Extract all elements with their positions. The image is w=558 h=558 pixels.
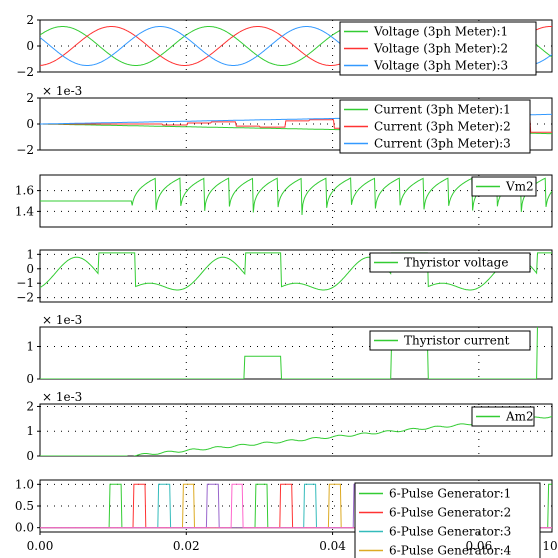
legend-box (369, 330, 531, 351)
y-tick-label: −1 (16, 276, 34, 290)
series-group (40, 177, 552, 216)
legend-label: Voltage (3ph Meter):1 (373, 25, 508, 39)
scope-panel-7: 1.00.50.06-Pulse Generator:16-Pulse Gene… (15, 477, 558, 558)
legend: Current (3ph Meter):1 Current (3ph Meter)… (339, 99, 531, 154)
series-line-1 (40, 252, 552, 291)
series-line-1 (40, 177, 552, 216)
scope-panel-6: 2 1 0 × 1e-3 Am2 (26, 390, 553, 463)
y-tick-label: 1.6 (15, 184, 34, 198)
legend-label: Current (3ph Meter):2 (374, 120, 511, 134)
y-tick-label: 2 (26, 13, 34, 27)
y-tick-label: 2 (26, 91, 34, 105)
y-tick-label: 1.0 (15, 477, 34, 491)
legend-label: Thyristor voltage (404, 256, 508, 270)
x-tick-label: 0.06 (465, 539, 492, 553)
legend-box (339, 99, 531, 154)
y-tick-label: −2 (16, 291, 34, 305)
y-tick-label: 1 (26, 340, 34, 354)
y-tick-label: 0.5 (15, 499, 34, 513)
scope-panel-5: 1 0 × 1e-3 Thyristor current (26, 313, 553, 386)
legend-box (471, 176, 537, 197)
legend-label: 6-Pulse Generator:4 (389, 544, 512, 558)
legend-label: Current (3ph Meter):1 (374, 103, 511, 117)
legend: 6-Pulse Generator:1 6-Pulse Generator:2 6-… (354, 482, 541, 558)
y-tick-label: 0 (26, 449, 34, 463)
legend-box (339, 21, 537, 76)
plot-frame (39, 249, 553, 303)
scope-panel-3: 1.6 1.4 Vm2 (15, 174, 553, 228)
legend: Voltage (3ph Meter):1 Voltage (3ph Meter)… (339, 21, 537, 76)
plot-frame (39, 403, 553, 457)
y-scale-label: × 1e-3 (42, 313, 82, 327)
series-group (40, 252, 552, 291)
legend-box (354, 482, 541, 558)
legend-label: 6-Pulse Generator:1 (389, 487, 511, 501)
series-group (40, 415, 552, 456)
x-tick-label: 0.04 (319, 539, 346, 553)
legend-label: 6-Pulse Generator:2 (389, 506, 511, 520)
x-tick-label: 0.00 (27, 539, 54, 553)
legend-label: Current (3ph Meter):3 (374, 137, 511, 151)
y-tick-label: 2 (26, 399, 34, 413)
y-scale-label: × 1e-3 (42, 84, 82, 98)
legend-label: Am2 (505, 410, 534, 424)
x-tick-label-cut: 10 (542, 539, 557, 553)
legend-label: 6-Pulse Generator:3 (389, 525, 511, 539)
y-tick-label: 1 (26, 424, 34, 438)
x-tick-label: 0.02 (173, 539, 200, 553)
y-tick-label: 0 (26, 262, 34, 276)
legend-label: Voltage (3ph Meter):2 (373, 42, 508, 56)
legend-box (369, 252, 531, 273)
y-tick-label: −2 (16, 65, 34, 79)
y-tick-label: 0 (26, 39, 34, 53)
y-tick-label: 0 (26, 372, 34, 386)
legend: Thyristor current (369, 330, 531, 351)
legend-label: Vm2 (505, 180, 534, 194)
y-tick-label: 0 (26, 117, 34, 131)
y-tick-label: −2 (16, 143, 34, 157)
scope-panel-4: 10−1−2 Thyristor voltage (16, 247, 553, 305)
y-scale-label: × 1e-3 (42, 390, 82, 404)
y-tick-label: 1.4 (15, 204, 34, 218)
legend: Vm2 (471, 176, 537, 197)
legend-label: Thyristor current (404, 334, 510, 348)
legend-box (471, 406, 535, 427)
y-tick-label: 1 (26, 247, 34, 261)
y-tick-label: 0.0 (15, 521, 34, 535)
series-line-1 (40, 415, 552, 456)
legend-label: Voltage (3ph Meter):3 (373, 59, 508, 73)
legend: Thyristor voltage (369, 252, 531, 273)
legend: Am2 (471, 406, 535, 427)
